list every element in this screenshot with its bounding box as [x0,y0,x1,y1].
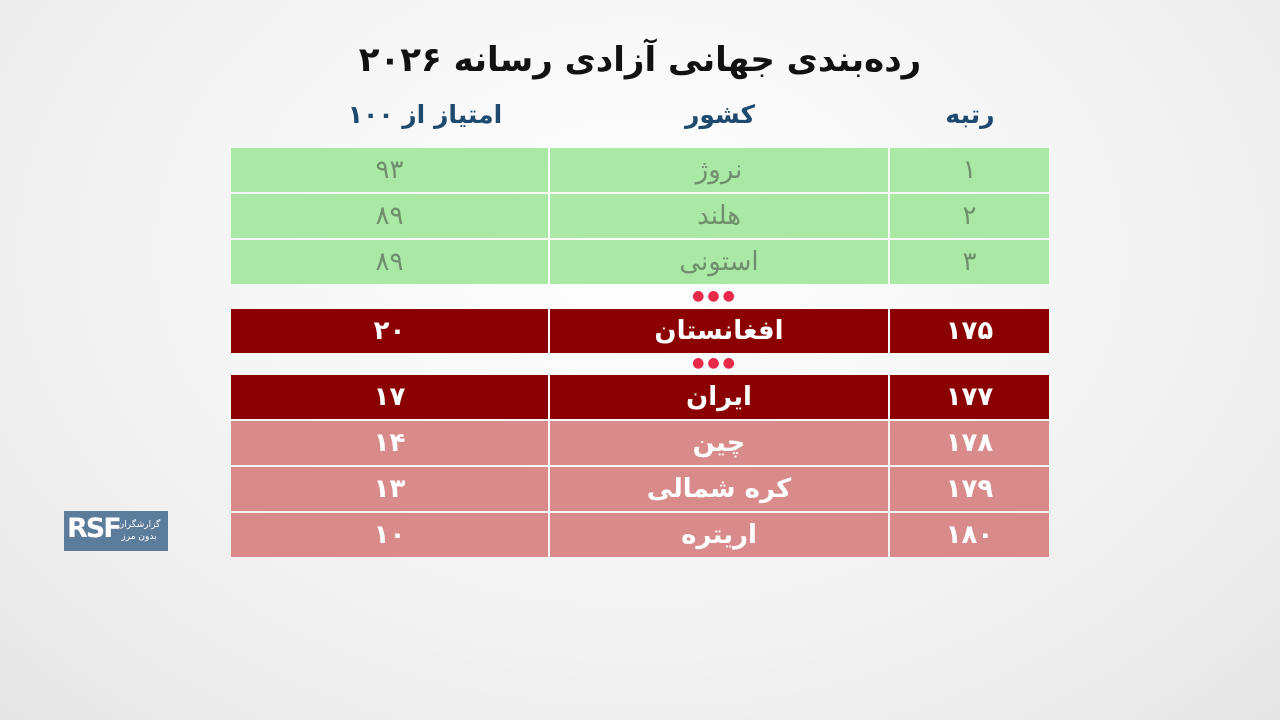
table-cell: ۱۴ [231,421,548,465]
table-cell: کره شمالی [550,467,888,511]
separator-dots: ●●● [692,355,738,371]
table-cell: ۱۷۹ [890,467,1049,511]
table-cell: ۱۳ [231,467,548,511]
table-cell: ۲ [890,194,1049,238]
table-cell: ۹۳ [231,148,548,192]
separator-dots: ●●● [692,288,738,304]
table-cell: ۱ [890,148,1049,192]
table-cell: استونی [550,240,888,284]
table-cell: ۱۷۷ [890,375,1049,419]
table-cell: ۱۷۸ [890,421,1049,465]
table-cell: نروژ [550,148,888,192]
column-header: رتبه [945,100,995,129]
logo-text: گزارشگران [117,520,161,530]
table-cell: افغانستان [550,309,888,353]
title: رده‌بندی جهانی آزادی رسانه ۲۰۲۶ [358,40,922,80]
table-cell: ایران [550,375,888,419]
table-cell: چین [550,421,888,465]
logo-mark: RSF [67,513,122,544]
column-header: کشور [684,100,756,129]
table-cell: ۳ [890,240,1049,284]
column-header: امتیاز از ۱۰۰ [347,100,503,129]
table-cell: اریتره [550,513,888,557]
table-cell: ۸۹ [231,240,548,284]
table-cell: ۱۰ [231,513,548,557]
table-cell: ۱۷۵ [890,309,1049,353]
table-cell: ۲۰ [231,309,548,353]
table-cell: ۱۸۰ [890,513,1049,557]
table-cell: ۸۹ [231,194,548,238]
logo: RSF گزارشگران بدون مرز [64,511,168,551]
logo-text: بدون مرز [121,532,157,542]
table-cell: ۱۷ [231,375,548,419]
table-cell: هلند [550,194,888,238]
